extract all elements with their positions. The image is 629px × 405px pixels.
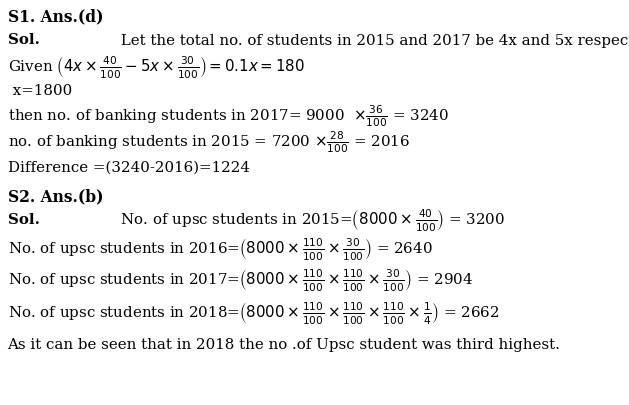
Text: Given $\left(4x \times \frac{40}{100} - 5x \times \frac{30}{100}\right) = 0.1x =: Given $\left(4x \times \frac{40}{100} - … — [8, 54, 304, 80]
Text: no. of banking students in 2015 = 7200 $\times \frac{28}{100}$ = 2016: no. of banking students in 2015 = 7200 $… — [8, 130, 409, 155]
Text: Difference =(3240-2016)=1224: Difference =(3240-2016)=1224 — [8, 160, 250, 174]
Text: Sol.: Sol. — [8, 213, 40, 227]
Text: No. of upsc students in 2018=$\left(8000 \times \frac{110}{100} \times \frac{110: No. of upsc students in 2018=$\left(8000… — [8, 300, 499, 326]
Text: No. of upsc students in 2015=$\left(8000 \times \frac{40}{100}\right)$ = 3200: No. of upsc students in 2015=$\left(8000… — [116, 207, 506, 233]
Text: Let the total no. of students in 2015 and 2017 be 4x and 5x respectively.: Let the total no. of students in 2015 an… — [116, 34, 629, 47]
Text: S1. Ans.(d): S1. Ans.(d) — [8, 9, 103, 26]
Text: No. of upsc students in 2017=$\left(8000 \times \frac{110}{100} \times \frac{110: No. of upsc students in 2017=$\left(8000… — [8, 267, 472, 293]
Text: S2. Ans.(b): S2. Ans.(b) — [8, 188, 103, 205]
Text: then no. of banking students in 2017= 9000  $\times \frac{36}{100}$ = 3240: then no. of banking students in 2017= 90… — [8, 104, 448, 129]
Text: No. of upsc students in 2016=$\left(8000 \times \frac{110}{100} \times \frac{30}: No. of upsc students in 2016=$\left(8000… — [8, 236, 432, 262]
Text: x=1800: x=1800 — [8, 84, 72, 98]
Text: As it can be seen that in 2018 the no .of Upsc student was third highest.: As it can be seen that in 2018 the no .o… — [8, 338, 560, 352]
Text: Sol.: Sol. — [8, 34, 40, 47]
